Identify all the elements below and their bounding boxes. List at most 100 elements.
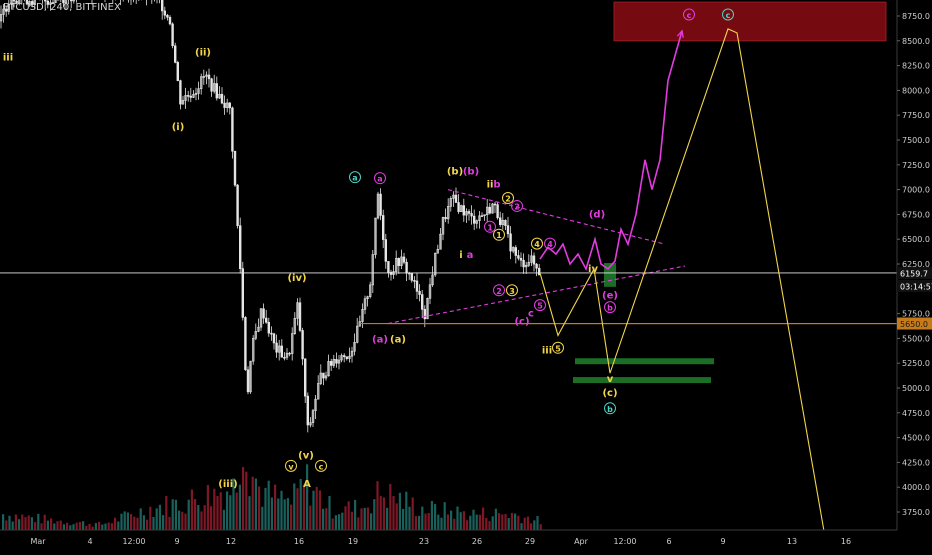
volume-bar	[213, 489, 215, 530]
candle-body	[414, 280, 416, 281]
time-tick-label: 13	[787, 537, 797, 546]
candle-body	[190, 96, 192, 97]
volume-bar	[175, 500, 177, 530]
candle-body	[403, 257, 405, 262]
price-tick-label: 6750.0	[902, 210, 930, 219]
volume-bar	[428, 513, 430, 530]
volume-bar	[332, 518, 334, 530]
volume-bar	[431, 501, 433, 530]
volume-bar	[85, 526, 87, 530]
volume-bar	[344, 506, 346, 530]
volume-bar	[479, 515, 481, 530]
zone-1	[575, 358, 714, 364]
volume-bar	[524, 518, 526, 530]
volume-bar	[226, 491, 228, 530]
volume-bar	[21, 515, 23, 530]
volume-bar	[482, 508, 484, 530]
volume-bar	[229, 495, 231, 530]
volume-bar	[277, 498, 279, 530]
price-tick-label: 8500.0	[902, 37, 930, 46]
candle-body	[208, 75, 210, 79]
candle-body	[299, 303, 301, 331]
volume-bar	[181, 512, 183, 530]
volume-bar	[306, 464, 308, 530]
wave-label: A	[303, 479, 311, 490]
volume-bar	[5, 520, 7, 530]
volume-bar	[335, 515, 337, 530]
volume-bar	[351, 512, 353, 530]
volume-bar	[34, 522, 36, 530]
wave-label: (a)	[390, 334, 406, 345]
time-tick-label: Mar	[30, 537, 46, 546]
volume-bar	[322, 509, 324, 530]
volume-bar	[101, 525, 103, 530]
wave-label: b	[607, 405, 613, 414]
candle-body	[289, 353, 291, 354]
volume-bar	[47, 521, 49, 530]
price-tick-label: 8000.0	[902, 86, 930, 95]
volume-bar	[114, 518, 116, 530]
volume-bar	[15, 515, 17, 530]
candle-body	[302, 330, 304, 359]
volume-bar	[2, 514, 4, 530]
volume-bar	[245, 472, 247, 530]
wave-label: 4	[547, 240, 553, 249]
volume-bar	[456, 507, 458, 530]
volume-bar	[440, 518, 442, 530]
time-tick-label: 9	[174, 537, 179, 546]
support-price-tag: 5650.0	[900, 320, 928, 329]
volume-bar	[364, 508, 366, 530]
volume-bar	[76, 523, 78, 530]
candle-body	[515, 247, 517, 255]
candle-body	[536, 264, 538, 268]
candle-body	[44, 0, 46, 1]
wave-label: (e)	[602, 291, 618, 302]
candle-body	[388, 261, 390, 272]
volume-bar	[223, 510, 225, 530]
volume-bar	[517, 516, 519, 530]
volume-bar	[236, 493, 238, 530]
price-tick-label: 5750.0	[902, 310, 930, 319]
candle-body	[473, 216, 475, 223]
volume-bar	[127, 512, 129, 530]
candle-body	[234, 151, 236, 185]
price-tick-label: 4750.0	[902, 409, 930, 418]
volume-bar	[194, 499, 196, 530]
volume-bar	[341, 513, 343, 530]
candle-body	[174, 46, 176, 63]
time-tick-label: Apr	[574, 537, 589, 546]
wave-label: ii	[487, 180, 494, 191]
volume-bar	[95, 523, 97, 530]
candle-body	[268, 322, 270, 333]
volume-bar	[533, 520, 535, 530]
candle-body	[239, 226, 241, 269]
time-tick-label: 16	[841, 537, 851, 546]
volume-bar	[264, 488, 266, 530]
wave-label: (d)	[589, 209, 605, 220]
volume-bar	[392, 496, 394, 530]
volume-bar	[498, 513, 500, 530]
candle-body	[187, 95, 189, 96]
volume-bar	[328, 496, 330, 530]
volume-bar	[402, 509, 404, 530]
candle-body	[424, 309, 426, 319]
volume-bar	[152, 517, 154, 530]
volume-bar	[540, 524, 542, 530]
candle-body	[242, 269, 244, 318]
volume-bar	[239, 485, 241, 530]
volume-bar	[405, 492, 407, 530]
wave-label: iv	[588, 264, 598, 275]
volume-bar	[168, 517, 170, 530]
volume-bar	[133, 517, 135, 530]
volume-bar	[216, 496, 218, 530]
wave-label: 4	[534, 240, 540, 249]
wave-label: b	[607, 304, 613, 313]
volume-bar	[255, 479, 257, 530]
price-tick-label: 4250.0	[902, 458, 930, 467]
volume-bar	[476, 515, 478, 530]
volume-bar	[156, 508, 158, 530]
volume-bar	[293, 483, 295, 530]
wave-label: 2	[505, 195, 511, 204]
